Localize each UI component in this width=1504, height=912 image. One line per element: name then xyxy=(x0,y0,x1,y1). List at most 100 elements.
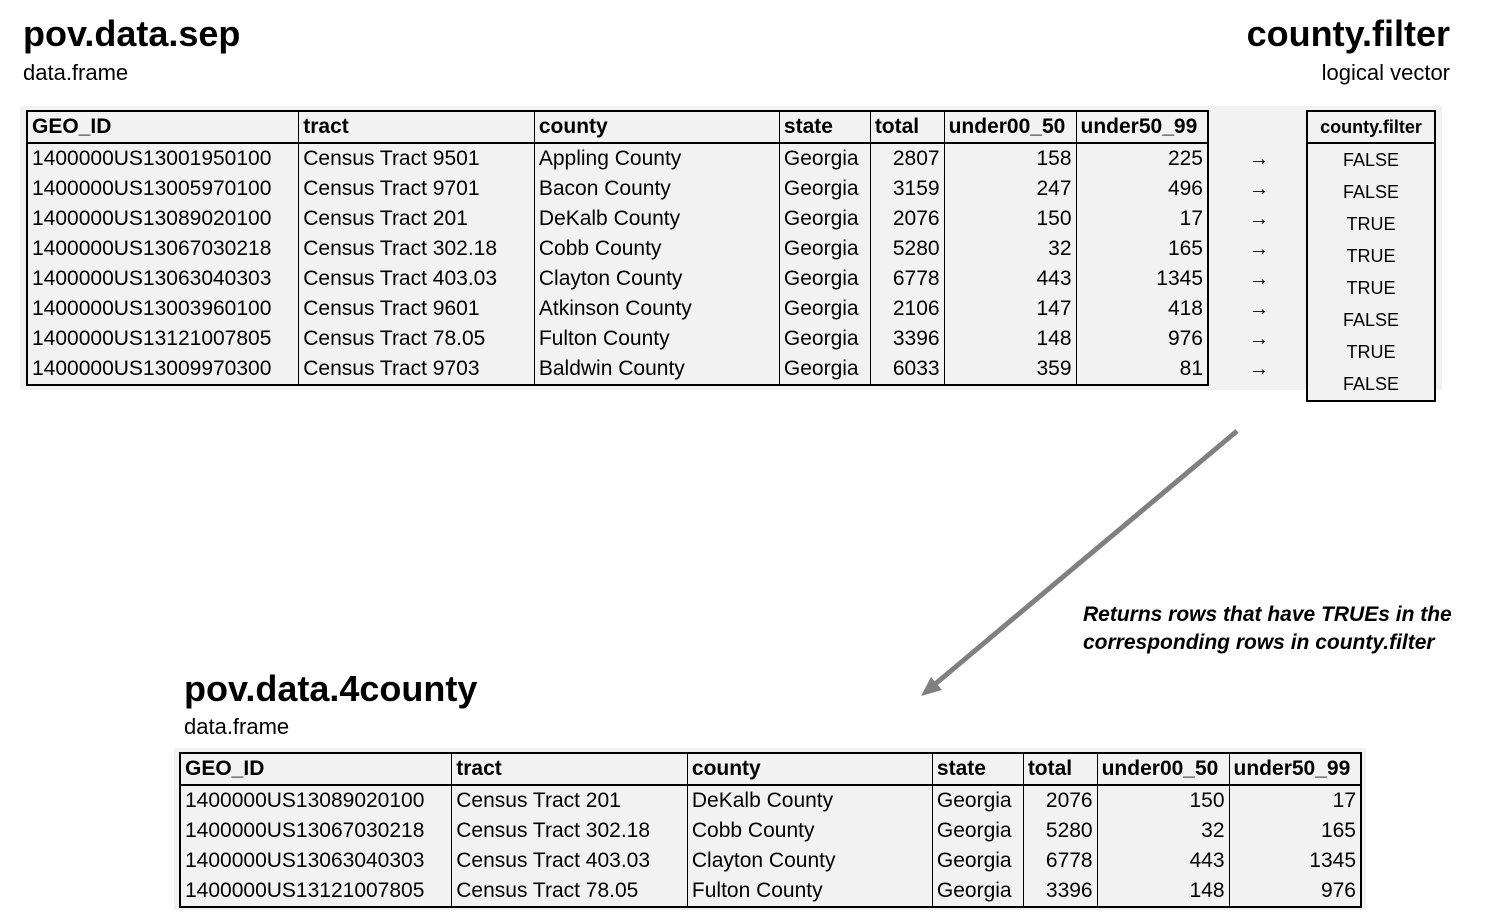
table-cell: 418 xyxy=(1075,294,1208,324)
filter-table: county.filter FALSE FALSE TRUE TRUE TRUE FALS… xyxy=(1306,110,1436,402)
table-cell: 1400000US13005970100 xyxy=(32,177,272,200)
table-row: 1400000US13067030218 Census Tract 302.18 C… xyxy=(27,234,1208,264)
table-row: 1400000US13067030218 Census Tract 302.18 C… xyxy=(180,816,1361,846)
column-header: state xyxy=(931,753,1024,786)
table-cell: 165 xyxy=(1075,234,1208,264)
connector-line xyxy=(932,429,1239,687)
filter-title: county.filter xyxy=(1246,13,1450,54)
source-title: pov.data.sep xyxy=(23,13,241,54)
source-header-row: GEO_ID tract county state total under00_50 und… xyxy=(27,111,1208,144)
table-cell: 1400000US13067030218 xyxy=(32,237,272,260)
column-header: under00_50 xyxy=(943,111,1077,144)
table-cell: 1345 xyxy=(1075,264,1208,294)
table-cell: 148 xyxy=(1096,876,1230,907)
table-cell: Clayton County xyxy=(533,264,780,294)
filter-value: FALSE xyxy=(1342,309,1400,330)
table-cell: 150 xyxy=(943,204,1077,234)
table-cell: Baldwin County xyxy=(533,354,780,385)
table-cell: 2106 xyxy=(869,294,945,324)
table-cell: Clayton County xyxy=(686,846,933,876)
table-cell: Census Tract 78.05 xyxy=(298,324,535,354)
right-arrow-icon: → xyxy=(1249,208,1269,230)
filter-value: TRUE xyxy=(1346,277,1396,298)
filter-row: TRUE xyxy=(1307,240,1435,272)
table-cell: 1400000US13001950100 xyxy=(32,147,272,170)
source-table: GEO_ID tract county state total under00_50 und… xyxy=(26,110,1209,386)
right-arrow-icon: → xyxy=(1249,358,1269,380)
table-cell: 359 xyxy=(943,354,1077,385)
table-cell: 1400000US13089020100 xyxy=(32,207,272,230)
table-cell: 81 xyxy=(1075,354,1208,385)
right-arrow-icon: → xyxy=(1249,298,1269,320)
table-cell: 147 xyxy=(943,294,1077,324)
table-cell: Census Tract 403.03 xyxy=(451,846,688,876)
table-cell: 3159 xyxy=(869,174,945,204)
table-cell: Georgia xyxy=(931,785,1024,816)
filter-row: TRUE xyxy=(1307,336,1435,368)
table-cell: 496 xyxy=(1075,174,1208,204)
column-header: total xyxy=(869,111,945,144)
filter-row: TRUE xyxy=(1307,208,1435,240)
result-type-label: data.frame xyxy=(184,714,290,739)
table-row: 1400000US13009970300 Census Tract 9703 Bal… xyxy=(27,354,1208,385)
filter-row: FALSE xyxy=(1307,176,1435,208)
table-row: 1400000US13089020100 Census Tract 201 DeKa… xyxy=(180,785,1361,816)
result-table: GEO_ID tract county state total under00_50 und… xyxy=(179,752,1362,908)
table-cell: 6778 xyxy=(1022,846,1098,876)
table-row: 1400000US13089020100 Census Tract 201 DeKa… xyxy=(27,204,1208,234)
table-cell: Census Tract 78.05 xyxy=(451,876,688,907)
table-row: 1400000US13005970100 Census Tract 9701 Bac… xyxy=(27,174,1208,204)
table-cell: 443 xyxy=(943,264,1077,294)
column-header: county xyxy=(533,111,780,144)
column-header: county xyxy=(686,753,933,786)
result-body: 1400000US13089020100 Census Tract 201 DeKa… xyxy=(180,785,1361,907)
column-header: total xyxy=(1022,753,1098,786)
table-cell: 17 xyxy=(1075,204,1208,234)
filter-value: FALSE xyxy=(1342,181,1400,202)
column-header: state xyxy=(778,111,871,144)
right-arrow-icon: → xyxy=(1249,268,1269,290)
table-cell: Fulton County xyxy=(533,324,780,354)
table-cell: 1400000US13003960100 xyxy=(32,297,272,320)
table-cell: Census Tract 201 xyxy=(298,204,535,234)
filter-row: FALSE xyxy=(1307,304,1435,336)
table-cell: 976 xyxy=(1228,876,1361,907)
table-cell: Georgia xyxy=(778,294,871,324)
source-body: 1400000US13001950100 Census Tract 9501 App… xyxy=(27,143,1208,385)
right-arrow-icon: → xyxy=(1249,178,1269,200)
table-cell: 1400000US13089020100 xyxy=(185,789,425,812)
table-cell: 1400000US13009970300 xyxy=(32,357,272,380)
table-cell: 148 xyxy=(943,324,1077,354)
table-row: 1400000US13063040303 Census Tract 403.03 C… xyxy=(180,846,1361,876)
filter-row: FALSE xyxy=(1307,368,1435,401)
table-cell: 5280 xyxy=(869,234,945,264)
table-cell: 1400000US13063040303 xyxy=(185,849,425,872)
table-cell: Census Tract 403.03 xyxy=(298,264,535,294)
table-row: 1400000US13121007805 Census Tract 78.05 Fu… xyxy=(180,876,1361,907)
table-cell: Georgia xyxy=(931,816,1024,846)
table-cell: Census Tract 9701 xyxy=(298,174,535,204)
column-header: under50_99 xyxy=(1228,753,1361,786)
filter-type-label: logical vector xyxy=(1321,60,1450,85)
result-header-row: GEO_ID tract county state total under00_50 und… xyxy=(180,753,1361,786)
table-cell: 3396 xyxy=(1022,876,1098,907)
table-cell: Georgia xyxy=(931,846,1024,876)
row-arrows: → → → → → → → → xyxy=(1244,144,1274,384)
filter-header: county.filter xyxy=(1307,111,1435,144)
table-cell: Fulton County xyxy=(686,876,933,907)
table-cell: Census Tract 9501 xyxy=(298,143,535,174)
table-cell: 2076 xyxy=(1022,785,1098,816)
table-cell: Census Tract 9703 xyxy=(298,354,535,385)
connector-arrowhead xyxy=(921,677,942,696)
table-row: 1400000US13121007805 Census Tract 78.05 Fu… xyxy=(27,324,1208,354)
table-cell: Georgia xyxy=(778,264,871,294)
table-cell: 1400000US13121007805 xyxy=(185,879,425,902)
table-cell: 5280 xyxy=(1022,816,1098,846)
table-cell: Bacon County xyxy=(533,174,780,204)
table-cell: Georgia xyxy=(931,876,1024,907)
column-header: tract xyxy=(451,753,688,786)
table-cell: 2076 xyxy=(869,204,945,234)
column-header: under50_99 xyxy=(1075,111,1208,144)
table-row: 1400000US13001950100 Census Tract 9501 App… xyxy=(27,143,1208,174)
right-arrow-icon: → xyxy=(1249,328,1269,350)
